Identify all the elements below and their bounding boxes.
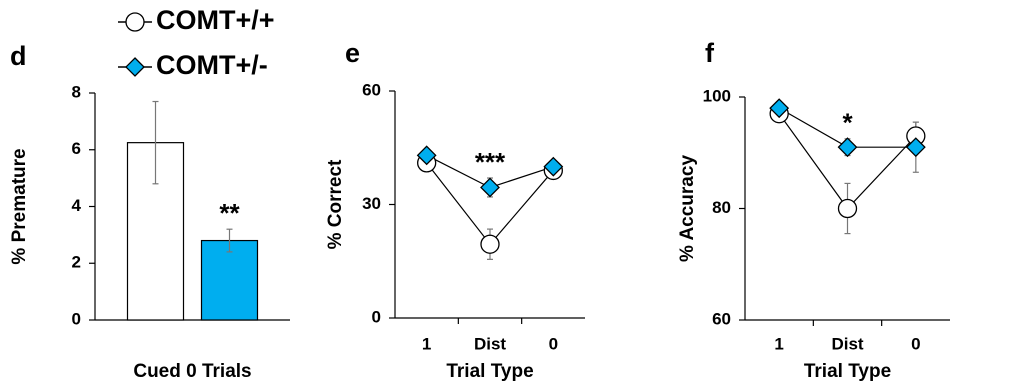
y-tick-label: 30 (362, 194, 381, 213)
legend-label: COMT+/+ (156, 5, 275, 35)
x-tick-label: 0 (549, 334, 558, 353)
marker (480, 177, 500, 198)
y-axis-label: % Correct (325, 159, 346, 249)
bar (200, 239, 259, 321)
y-tick-label: 60 (712, 309, 731, 328)
y-tick-label: 0 (372, 307, 381, 326)
panel-letter: e (345, 38, 360, 68)
marker (416, 145, 437, 166)
marker (837, 137, 858, 158)
y-tick-label: 2 (72, 253, 81, 272)
x-axis-label: Trial Type (804, 361, 891, 382)
y-axis-label: % Accuracy (677, 155, 698, 262)
y-tick-label: 6 (72, 139, 81, 158)
legend-label: COMT+/- (156, 50, 268, 80)
y-tick-label: 60 (362, 80, 381, 99)
y-tick-label: 100 (703, 86, 731, 105)
y-axis-label: % Premature (9, 148, 30, 264)
y-tick-label: 0 (72, 309, 81, 328)
y-tick-label: 8 (72, 82, 81, 101)
x-axis-label: Cued 0 Trials (133, 361, 251, 382)
marker (125, 57, 145, 77)
y-tick-label: 4 (72, 196, 82, 215)
x-tick-label: Dist (831, 334, 863, 353)
x-tick-label: 1 (422, 334, 431, 353)
x-axis-label: Trial Type (446, 361, 533, 382)
x-tick-label: 0 (911, 334, 920, 353)
marker (125, 12, 145, 32)
marker (543, 156, 564, 177)
x-tick-label: 1 (774, 334, 783, 353)
marker (769, 98, 790, 119)
annotation: ** (219, 198, 240, 228)
marker (837, 198, 858, 219)
x-tick-label: Dist (474, 334, 506, 353)
panel-letter: f (705, 38, 715, 68)
annotation: * (842, 108, 853, 138)
annotation: *** (475, 147, 506, 177)
marker (480, 234, 500, 254)
marker (905, 137, 926, 158)
panel-letter: d (10, 41, 27, 71)
y-tick-label: 80 (712, 198, 731, 217)
